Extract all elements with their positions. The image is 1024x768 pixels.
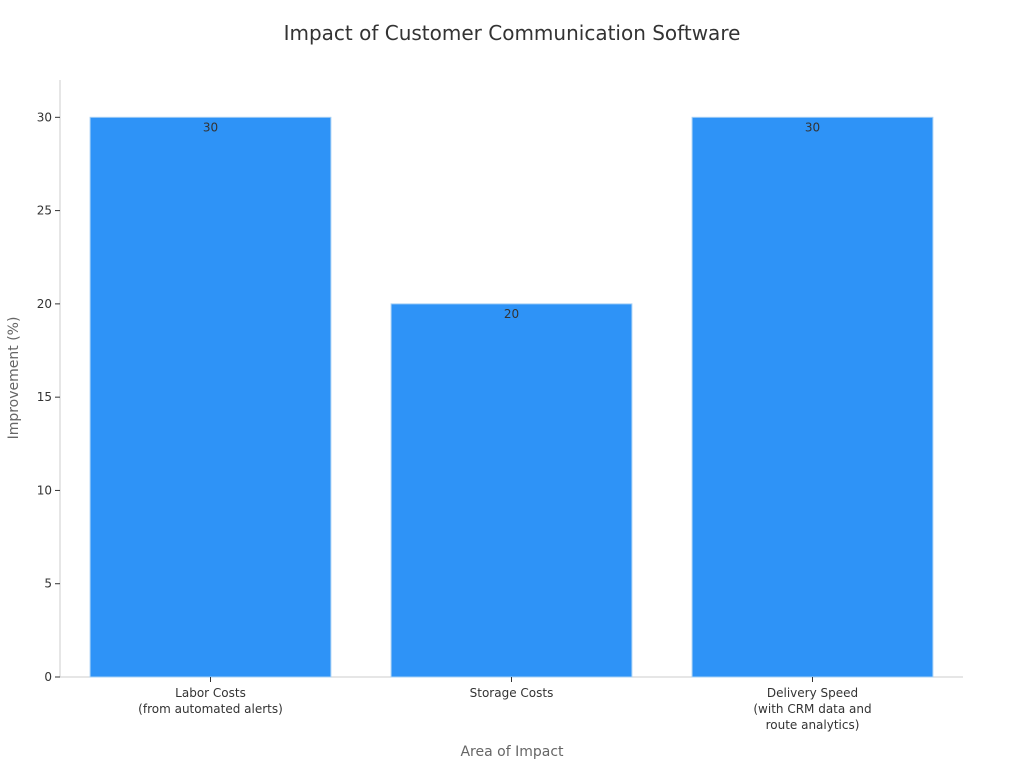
y-tick-label: 15 (37, 390, 52, 404)
x-tick-label: Delivery Speed (767, 686, 858, 700)
plot-area: 0 5 10 15 20 25 30 30 Labor Costs (from automated… (37, 80, 963, 732)
bar-value-label: 30 (805, 120, 820, 134)
x-tick-label: (from automated alerts) (138, 702, 283, 716)
y-tick-label: 10 (37, 483, 52, 497)
y-tick-label: 30 (37, 110, 52, 124)
y-tick-label: 0 (44, 670, 52, 684)
bar (691, 116, 934, 678)
bar-value-label: 20 (504, 307, 519, 321)
bar (390, 303, 633, 678)
x-tick-label: Storage Costs (470, 686, 554, 700)
x-axis-title: Area of Impact (460, 744, 564, 760)
x-tick-label: (with CRM data and (753, 702, 871, 716)
bar (89, 116, 332, 678)
y-tick-label: 5 (44, 577, 52, 591)
y-tick-label: 20 (37, 297, 52, 311)
bar-value-label: 30 (203, 120, 218, 134)
chart-title: Impact of Customer Communication Softwar… (284, 21, 741, 45)
x-tick-label: route analytics) (766, 718, 860, 732)
x-tick-label: Labor Costs (175, 686, 246, 700)
y-axis-title: Improvement (%) (6, 317, 22, 440)
y-tick-label: 25 (37, 204, 52, 218)
